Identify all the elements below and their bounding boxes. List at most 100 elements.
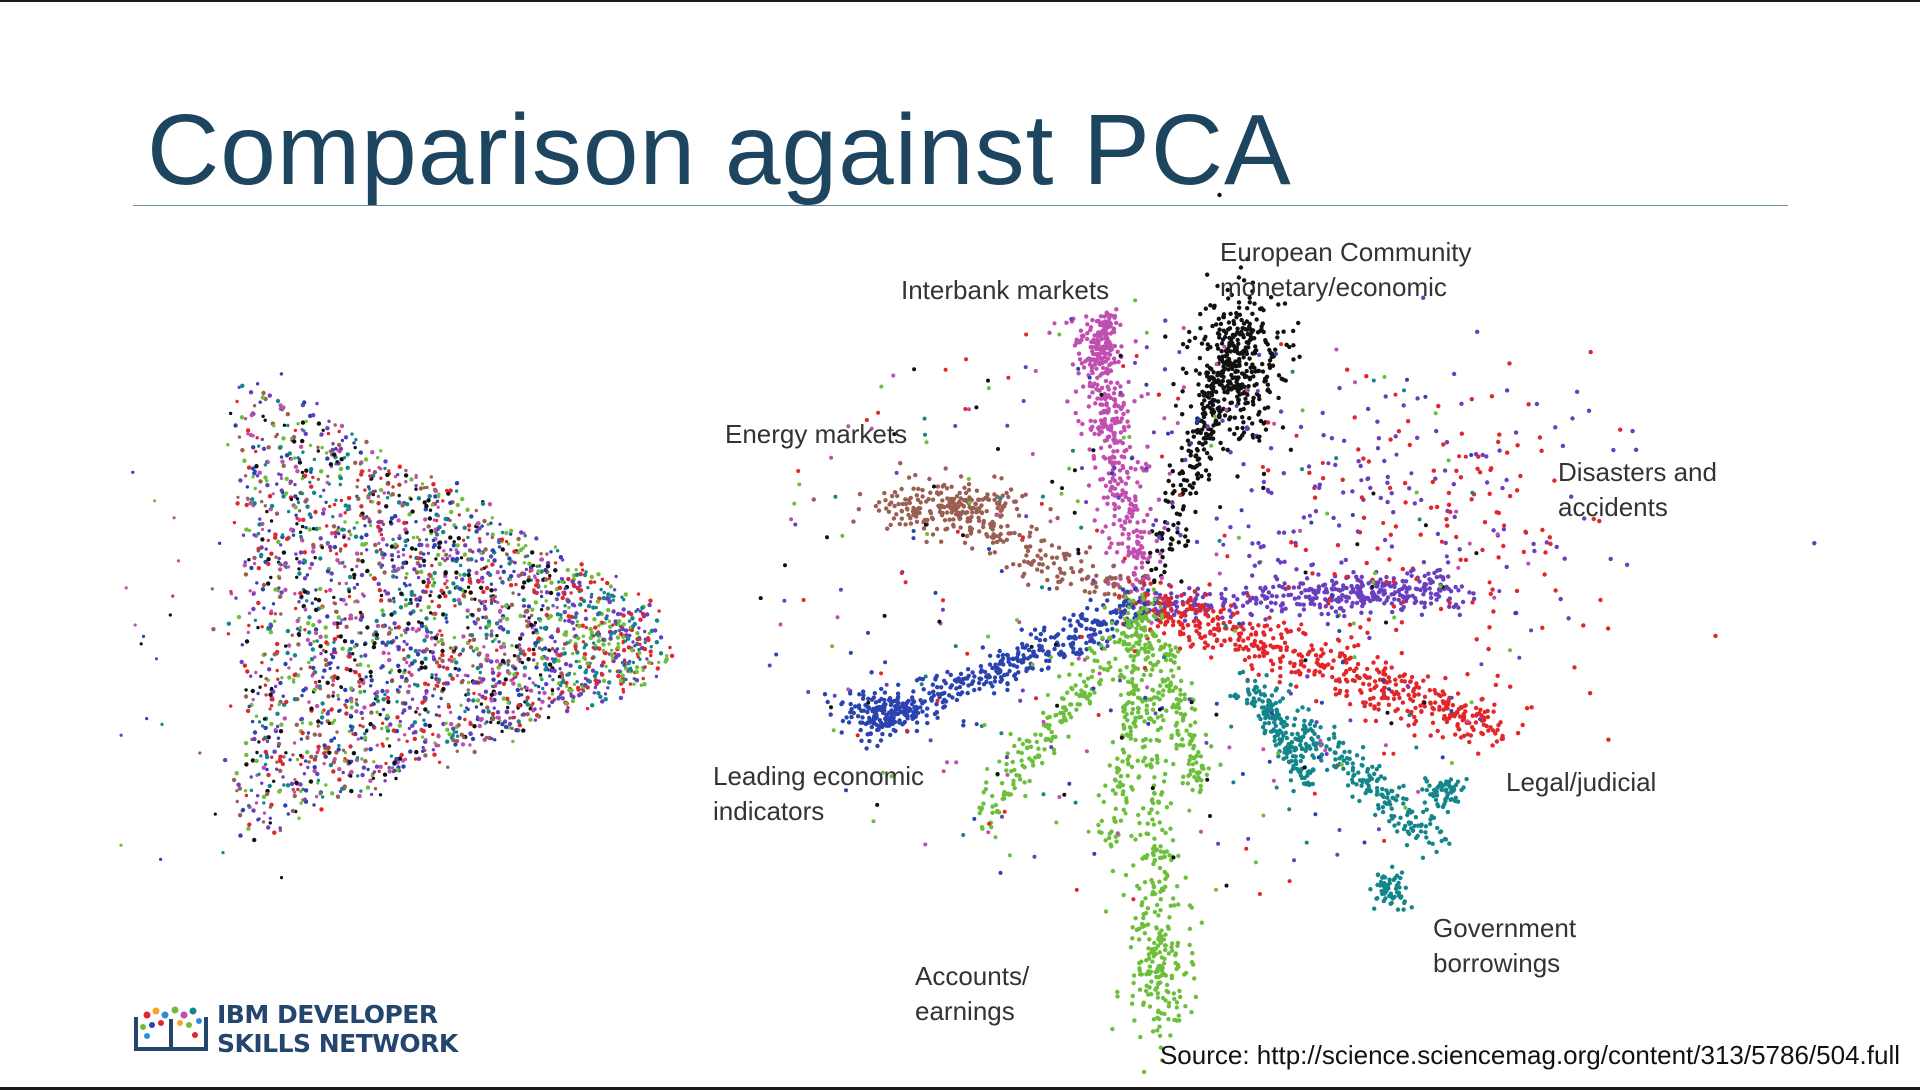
pca-point xyxy=(388,722,393,727)
pca-point xyxy=(254,464,259,469)
point-legal xyxy=(1236,631,1242,637)
point-disasters xyxy=(1227,608,1232,613)
pca-point xyxy=(490,667,495,671)
pca-point xyxy=(533,707,537,711)
point-disasters xyxy=(1256,540,1261,546)
pca-point xyxy=(259,754,263,758)
pca-point xyxy=(611,656,615,661)
pca-point xyxy=(293,456,297,460)
point-legal xyxy=(1281,620,1287,625)
pca-point xyxy=(380,608,385,613)
pca-point xyxy=(578,584,582,588)
pca-point xyxy=(454,660,459,665)
point-legal xyxy=(1333,692,1339,697)
point-energy xyxy=(920,494,925,499)
point-legal xyxy=(1416,692,1421,697)
pca-point xyxy=(372,760,376,764)
pca-point xyxy=(233,423,238,428)
point-interbank xyxy=(1123,494,1128,499)
pca-point xyxy=(295,522,299,526)
point-disasters xyxy=(1305,674,1310,679)
pca-point xyxy=(256,818,260,822)
point-legal xyxy=(1155,624,1161,629)
pca-point xyxy=(374,636,379,641)
point-disasters xyxy=(1442,468,1448,473)
point-european xyxy=(1235,337,1240,343)
pca-point xyxy=(378,712,382,717)
point-european xyxy=(1217,327,1222,332)
pca-point xyxy=(307,615,312,620)
pca-point xyxy=(403,733,407,737)
pca-point xyxy=(284,453,290,458)
pca-point xyxy=(605,614,609,618)
point-disasters xyxy=(1406,586,1412,591)
pca-point xyxy=(365,747,369,751)
pca-point xyxy=(249,412,254,418)
point-energy xyxy=(974,506,979,512)
pca-point xyxy=(407,705,412,710)
pca-point xyxy=(504,709,509,714)
point-european xyxy=(1238,407,1243,413)
pca-point xyxy=(466,691,471,697)
pca-point xyxy=(349,533,353,537)
point-interbank xyxy=(1119,416,1125,421)
pca-point xyxy=(404,630,408,635)
pca-point xyxy=(385,591,391,596)
point-european xyxy=(1223,354,1229,359)
pca-point xyxy=(434,743,439,748)
pca-point xyxy=(335,558,340,563)
point-disasters xyxy=(1348,590,1354,595)
pca-point xyxy=(425,584,430,589)
pca-point xyxy=(274,684,278,689)
pca-point xyxy=(286,565,291,569)
pca-point xyxy=(427,494,432,499)
point-european xyxy=(1212,303,1217,308)
pca-point xyxy=(561,590,565,595)
point-energy xyxy=(1027,561,1032,566)
pca-point xyxy=(373,692,377,696)
pca-point xyxy=(441,529,446,535)
point-disasters xyxy=(1457,547,1462,552)
point-european xyxy=(1234,311,1239,316)
point-disasters xyxy=(1396,589,1401,594)
pca-point xyxy=(313,607,319,613)
point-legal xyxy=(1249,632,1254,637)
pca-point xyxy=(493,588,498,592)
pca-point xyxy=(322,743,327,748)
point-european xyxy=(1187,329,1192,335)
point-legal xyxy=(1495,727,1500,733)
pca-point xyxy=(240,448,245,453)
point-legal xyxy=(1161,631,1167,636)
point-european xyxy=(1276,302,1281,307)
point-interbank xyxy=(1098,445,1104,451)
point-disasters xyxy=(1241,462,1246,467)
pca-point xyxy=(517,723,522,728)
pca-point xyxy=(375,623,381,629)
pca-point xyxy=(256,531,261,536)
pca-point xyxy=(389,628,393,632)
point-energy xyxy=(1008,531,1014,536)
point-energy xyxy=(929,515,935,521)
pca-point xyxy=(352,645,357,649)
pca-point xyxy=(413,757,418,761)
point-european xyxy=(1253,369,1258,374)
point-european xyxy=(1221,368,1226,373)
point-energy xyxy=(981,518,986,524)
pca-point xyxy=(300,476,305,481)
pca-point xyxy=(238,478,243,483)
pca-point xyxy=(277,567,283,572)
pca-point xyxy=(560,577,565,581)
point-interbank xyxy=(1112,421,1118,426)
point-european xyxy=(1184,527,1189,532)
point-disasters xyxy=(1342,613,1347,619)
pca-point xyxy=(557,653,562,658)
pca-point xyxy=(328,462,334,467)
point-legal xyxy=(1488,725,1493,730)
pca-point xyxy=(299,716,305,722)
pca-point xyxy=(222,757,228,763)
point-interbank xyxy=(1096,339,1101,344)
pca-point xyxy=(631,640,635,644)
pca-point xyxy=(316,748,321,752)
pca-point xyxy=(562,632,567,637)
pca-point xyxy=(430,583,436,588)
